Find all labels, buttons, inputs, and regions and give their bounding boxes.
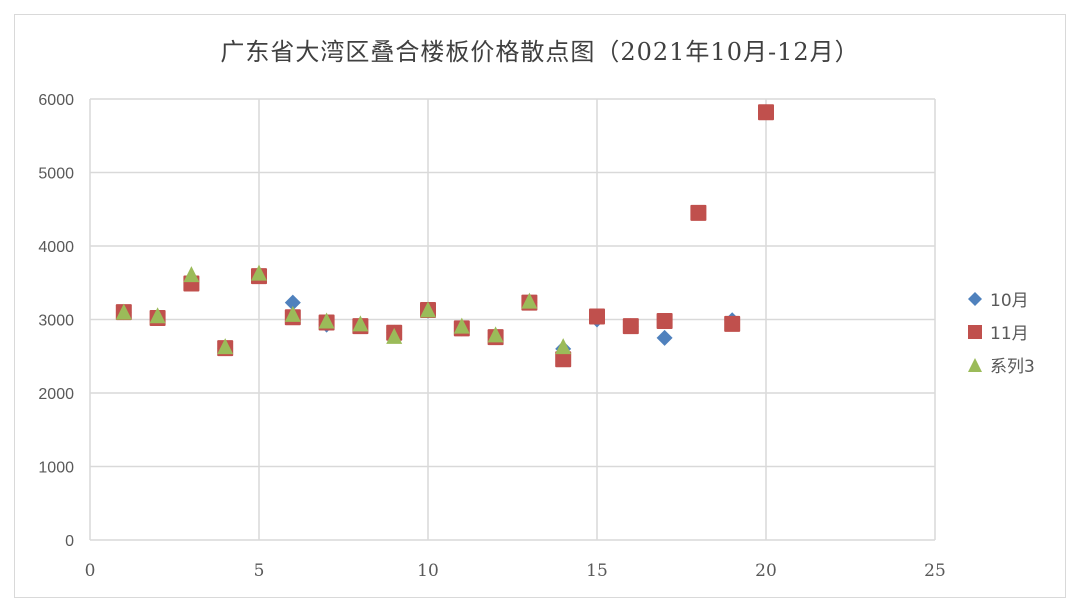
data-point-triangle: [352, 315, 369, 332]
y-tick-label: 1000: [38, 460, 74, 477]
data-point-triangle: [149, 307, 166, 324]
data-point-triangle: [115, 303, 132, 320]
y-tick-label: 3000: [38, 313, 74, 330]
data-point-diamond: [284, 294, 301, 311]
data-point-square: [555, 351, 572, 368]
data-point-triangle: [420, 301, 436, 318]
x-tick-label: 20: [755, 561, 777, 581]
data-point-triangle: [318, 312, 335, 329]
data-point-triangle: [521, 292, 538, 309]
data-point-triangle: [487, 326, 504, 343]
data-point-square: [589, 308, 605, 325]
y-tick-label: 0: [65, 533, 74, 550]
diamond-icon: [966, 290, 984, 308]
square-icon: [966, 323, 984, 341]
data-point-triangle: [183, 266, 200, 283]
data-point-square: [622, 318, 639, 335]
legend-label: 10月: [990, 291, 1029, 311]
y-tick-label: 6000: [38, 92, 74, 109]
x-tick-label: 5: [254, 561, 265, 581]
data-point-square: [690, 204, 707, 221]
data-point-triangle: [555, 338, 572, 355]
data-point-triangle: [217, 338, 234, 355]
chart-frame: [14, 14, 1066, 598]
y-tick-label: 5000: [38, 166, 74, 183]
data-point-square: [724, 315, 741, 332]
data-point-triangle: [251, 264, 267, 281]
data-point-diamond: [656, 329, 673, 346]
data-point-square: [656, 312, 673, 329]
chart-title: 广东省大湾区叠合楼板价格散点图（2021年10月-12月）: [220, 38, 860, 66]
x-tick-label: 15: [586, 561, 608, 581]
legend: 10月 11月 系列3: [966, 282, 1035, 381]
data-point-triangle: [453, 317, 470, 334]
legend-item-10: 10月: [966, 282, 1035, 315]
y-tick-label: 2000: [38, 386, 74, 403]
data-point-triangle: [284, 305, 301, 322]
legend-label: 系列3: [990, 357, 1035, 377]
y-tick-label: 4000: [38, 239, 74, 256]
legend-item-11: 11月: [966, 315, 1035, 348]
x-tick-label: 0: [85, 561, 96, 581]
legend-item-series3: 系列3: [966, 348, 1035, 381]
data-point-square: [758, 104, 774, 121]
x-tick-label: 10: [417, 561, 439, 581]
legend-label: 11月: [990, 324, 1029, 344]
data-point-triangle: [386, 327, 403, 344]
x-tick-label: 25: [924, 561, 946, 581]
triangle-icon: [966, 356, 984, 374]
